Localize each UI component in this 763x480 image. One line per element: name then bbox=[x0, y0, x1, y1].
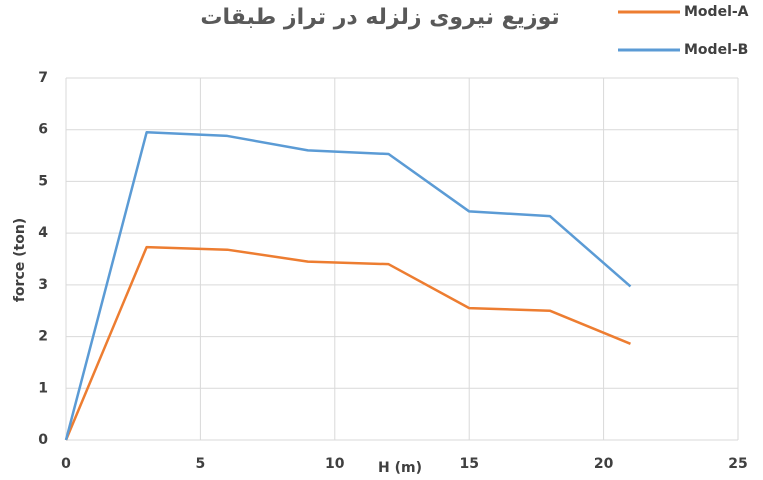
chart-title: توزیع نیروی زلزله در تراز طبقات bbox=[200, 5, 559, 30]
y-axis-label: force (ton) bbox=[12, 218, 28, 302]
y-tick-label: 4 bbox=[38, 225, 48, 241]
legend-label: Model-B bbox=[684, 42, 748, 58]
legend-label: Model-A bbox=[684, 4, 749, 20]
y-tick-label: 6 bbox=[38, 122, 48, 138]
x-tick-label: 25 bbox=[728, 456, 747, 472]
data-line bbox=[64, 245, 631, 441]
x-tick-label: 10 bbox=[325, 456, 345, 472]
data-line bbox=[64, 131, 632, 441]
y-tick-label: 2 bbox=[38, 329, 48, 345]
y-tick-label: 0 bbox=[38, 432, 48, 448]
x-tick-label: 20 bbox=[594, 456, 614, 472]
y-tick-label: 5 bbox=[38, 173, 48, 189]
y-tick-label: 1 bbox=[38, 380, 48, 396]
y-tick-label: 7 bbox=[38, 70, 48, 86]
x-axis-label: H (m) bbox=[378, 460, 422, 476]
y-tick-label: 3 bbox=[38, 277, 48, 293]
x-tick-label: 0 bbox=[61, 456, 71, 472]
x-tick-label: 5 bbox=[196, 456, 206, 472]
x-tick-label: 15 bbox=[459, 456, 478, 472]
